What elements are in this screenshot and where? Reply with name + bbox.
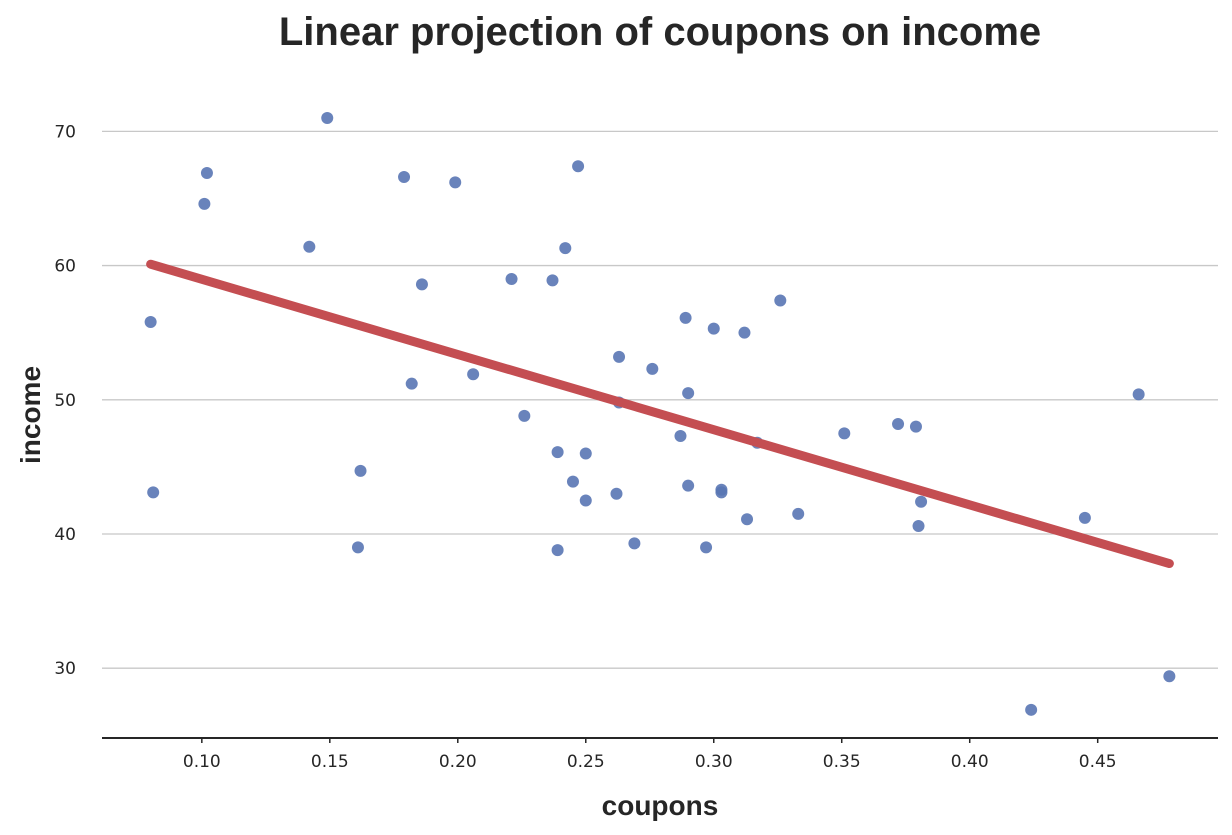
data-point xyxy=(741,513,754,526)
data-point xyxy=(909,420,922,433)
data-point xyxy=(1025,703,1038,716)
data-points xyxy=(144,111,1176,716)
data-point xyxy=(715,486,728,499)
data-point xyxy=(1132,388,1145,401)
data-point xyxy=(467,368,480,381)
data-point xyxy=(682,387,695,400)
y-tick-label: 70 xyxy=(54,122,76,142)
regression-line-group xyxy=(146,259,1174,569)
data-point xyxy=(700,541,713,554)
data-point xyxy=(200,166,213,179)
data-point xyxy=(351,541,364,554)
x-tick-label: 0.20 xyxy=(439,752,477,772)
data-point xyxy=(354,464,367,477)
data-point xyxy=(628,537,641,550)
data-point xyxy=(572,160,585,173)
data-point xyxy=(792,507,805,520)
x-tick-label: 0.45 xyxy=(1079,752,1117,772)
data-point xyxy=(551,544,564,557)
regression-line xyxy=(146,259,1174,569)
data-point xyxy=(559,242,572,255)
data-point xyxy=(398,171,411,183)
data-point xyxy=(738,326,751,339)
data-point xyxy=(566,475,579,488)
x-axis-label: coupons xyxy=(602,790,719,821)
y-tick-label: 40 xyxy=(54,525,76,545)
y-tick-label: 30 xyxy=(54,659,76,679)
y-ticks: 30 40 50 60 70 xyxy=(54,122,76,679)
x-tick-label: 0.15 xyxy=(311,752,349,772)
data-point xyxy=(579,447,592,460)
data-point xyxy=(610,487,623,500)
data-point xyxy=(505,273,518,285)
data-point xyxy=(915,495,928,508)
x-tick-label: 0.10 xyxy=(183,752,221,772)
data-point xyxy=(449,176,462,189)
y-tick-label: 60 xyxy=(54,257,76,277)
data-point xyxy=(144,315,157,328)
x-tick-label: 0.40 xyxy=(951,752,989,772)
y-axis-label: income xyxy=(15,366,46,464)
data-point xyxy=(415,278,428,291)
y-tick-label: 50 xyxy=(54,391,76,411)
data-point xyxy=(912,519,925,532)
data-point xyxy=(838,427,851,440)
x-tick-label: 0.35 xyxy=(823,752,861,772)
x-tick-label: 0.25 xyxy=(567,752,605,772)
data-point xyxy=(321,111,334,124)
data-point xyxy=(551,446,564,459)
x-ticks: 0.10 0.15 0.20 0.25 0.30 0.35 0.40 0.45 xyxy=(183,738,1117,772)
data-point xyxy=(1078,511,1091,524)
data-point xyxy=(774,294,787,307)
data-point xyxy=(646,362,659,375)
data-point xyxy=(405,377,418,390)
data-point xyxy=(147,486,160,499)
data-point xyxy=(707,322,720,335)
data-point xyxy=(679,311,692,324)
data-point xyxy=(682,479,695,492)
data-point xyxy=(1163,670,1176,683)
data-point xyxy=(546,274,559,287)
data-point xyxy=(892,417,905,430)
data-point xyxy=(613,350,626,363)
data-point xyxy=(198,197,211,210)
data-point xyxy=(579,494,592,507)
data-point xyxy=(303,240,316,253)
data-point xyxy=(518,409,531,422)
data-point xyxy=(674,430,687,443)
gridlines xyxy=(102,130,1218,669)
chart-title: Linear projection of coupons on income xyxy=(279,10,1041,54)
x-tick-label: 0.30 xyxy=(695,752,733,772)
